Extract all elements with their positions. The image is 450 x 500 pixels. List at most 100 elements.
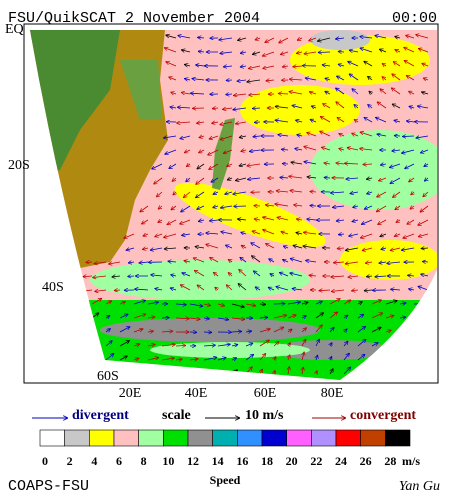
wind-arrow	[291, 162, 303, 164]
wind-arrow	[259, 340, 270, 347]
wind-arrow	[266, 80, 275, 81]
wind-arrow	[197, 285, 205, 291]
wind-arrow	[302, 352, 304, 361]
wind-arrow	[302, 367, 303, 375]
wind-arrow	[119, 301, 126, 304]
wind-arrow	[170, 288, 177, 290]
wind-arrow	[394, 234, 401, 237]
wind-arrow	[304, 162, 317, 165]
speed-patch	[174, 182, 326, 248]
wind-arrow	[206, 244, 219, 249]
colorbar-label: 12	[187, 454, 199, 468]
colorbar-label: 10	[162, 454, 174, 468]
wind-arrow	[276, 191, 289, 192]
legend-convergent: convergent	[350, 408, 416, 423]
wind-arrow	[241, 244, 247, 248]
colorbar-label: 8	[141, 454, 147, 468]
wind-arrow	[166, 62, 177, 67]
wind-arrow	[405, 35, 415, 38]
wind-arrow	[197, 163, 205, 169]
wind-arrow	[382, 63, 386, 66]
wind-arrow	[293, 205, 303, 206]
wind-arrow	[175, 345, 186, 346]
wind-arrow	[391, 150, 401, 151]
wind-arrow	[276, 286, 289, 291]
wind-arrow	[343, 341, 348, 347]
wind-arrow	[240, 232, 247, 234]
wind-arrow	[318, 52, 331, 53]
wind-arrow	[195, 65, 205, 66]
wind-arrow	[399, 317, 406, 318]
wind-arrow	[265, 37, 275, 44]
colorbar-swatch	[286, 429, 312, 447]
wind-arrow	[332, 206, 345, 207]
wind-arrow	[167, 219, 177, 226]
speed-patch	[240, 85, 360, 135]
wind-arrow	[245, 304, 256, 306]
wind-arrow	[380, 164, 387, 165]
wind-arrow	[128, 262, 135, 263]
wind-arrow	[143, 234, 149, 236]
wind-arrow	[119, 326, 130, 333]
wind-arrow	[363, 164, 373, 165]
wind-arrow	[192, 79, 205, 80]
wind-arrow	[156, 191, 163, 197]
wind-arrow	[287, 315, 296, 319]
wind-arrow	[343, 353, 350, 361]
wind-arrow	[215, 287, 218, 290]
wind-arrow	[237, 38, 247, 40]
wind-arrow	[239, 269, 247, 277]
wind-arrow	[357, 339, 366, 347]
wind-arrow	[183, 191, 191, 198]
wind-arrow	[195, 177, 205, 185]
wind-arrow	[330, 192, 345, 193]
wind-arrow	[376, 205, 387, 212]
wind-arrow	[278, 37, 289, 44]
wind-arrow	[380, 89, 387, 95]
colorbar-label: 26	[360, 454, 372, 468]
wind-arrow	[282, 66, 289, 67]
wind-arrow	[184, 78, 191, 80]
wind-arrow	[420, 205, 429, 212]
wind-arrow	[219, 121, 233, 125]
wind-arrow	[164, 149, 177, 154]
wind-arrow	[189, 318, 200, 319]
speed-patch	[270, 340, 390, 360]
wind-arrow	[231, 303, 245, 307]
wind-arrow	[347, 148, 359, 151]
wind-arrow	[147, 357, 159, 361]
wind-arrow	[217, 357, 226, 360]
wind-arrow	[335, 38, 345, 39]
wind-arrow	[322, 103, 331, 109]
wind-arrow	[203, 318, 210, 319]
wind-arrow	[385, 300, 397, 305]
wind-arrow	[315, 325, 322, 333]
wind-arrow	[380, 234, 387, 237]
wind-arrow	[175, 304, 187, 305]
wind-arrow	[354, 119, 358, 122]
wind-arrow	[240, 52, 247, 53]
wind-arrow	[287, 302, 301, 304]
wind-arrow	[170, 107, 177, 108]
colorbar-swatch	[212, 429, 238, 447]
wind-arrow	[364, 117, 373, 123]
wind-arrow	[209, 135, 219, 139]
wind-arrow	[378, 177, 387, 181]
wind-arrow	[361, 219, 373, 224]
speed-patch	[340, 240, 437, 280]
wind-arrow	[168, 261, 177, 262]
wind-arrow	[233, 94, 247, 96]
title: FSU/QuikSCAT 2 November 2004	[8, 10, 260, 27]
land	[120, 60, 162, 120]
legend-scale-value: 10 m/s	[245, 408, 284, 423]
wind-arrow	[217, 344, 231, 346]
wind-arrow	[330, 276, 345, 277]
wind-arrow	[395, 49, 401, 52]
wind-arrow	[345, 262, 359, 264]
wind-arrow	[255, 38, 261, 40]
wind-arrow	[259, 353, 266, 361]
wind-arrow	[375, 117, 387, 123]
wind-arrow	[331, 290, 345, 292]
wind-arrow	[360, 36, 373, 38]
wind-arrow	[119, 340, 130, 347]
